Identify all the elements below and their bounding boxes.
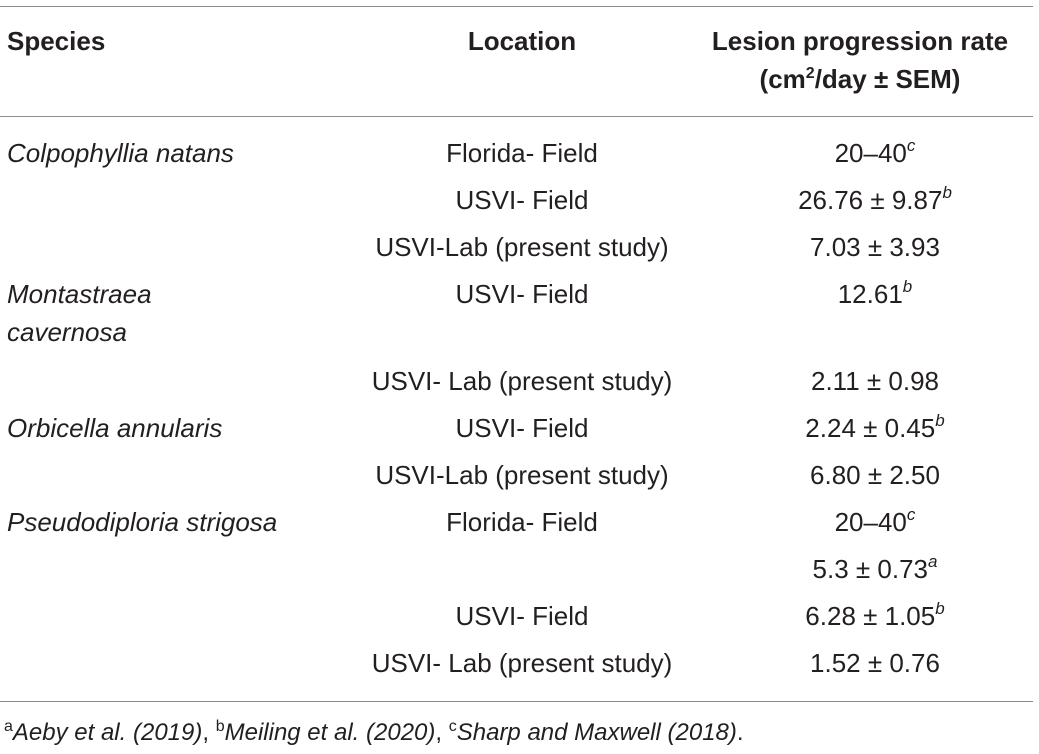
table-footnote: aAeby et al. (2019), bMeiling et al. (20… — [4, 716, 744, 750]
header-species: Species — [7, 26, 106, 56]
row-7-location: Florida- Field — [446, 507, 598, 537]
header-rate-line1: Lesion progression rate — [711, 26, 1009, 56]
row-0-species: Colpophyllia natans — [7, 138, 234, 168]
row-3-location: USVI- Field — [455, 279, 589, 309]
header-location: Location — [467, 26, 577, 56]
row-5-ref: b — [935, 411, 945, 430]
row-9-location: USVI- Field — [455, 601, 589, 631]
row-7-ref: c — [906, 505, 916, 524]
row-2-location: USVI-Lab (present study) — [375, 232, 669, 262]
row-5-rate: 2.24 ± 0.45b — [700, 409, 1039, 447]
row-10-location: USVI- Lab (present study) — [371, 648, 673, 678]
row-9-rate: 6.28 ± 1.05b — [700, 597, 1039, 635]
row-2-rate-value: 7.03 ± 3.93 — [810, 232, 940, 262]
table-top-rule — [0, 6, 1033, 7]
row-0-rate: 20–40c — [700, 134, 1039, 172]
row-0-ref: c — [906, 136, 916, 155]
row-6-location: USVI-Lab (present study) — [375, 460, 669, 490]
table-header-rule — [0, 116, 1033, 117]
row-1-rate: 26.76 ± 9.87b — [700, 181, 1039, 219]
row-4-location: USVI- Lab (present study) — [371, 366, 673, 396]
row-8-ref: a — [928, 552, 938, 571]
row-4-rate-value: 2.11 ± 0.98 — [811, 366, 939, 396]
footnote-mark-a: a — [4, 718, 13, 735]
row-3-species: Montastraea cavernosa — [7, 279, 152, 347]
footnote-citation-a: Aeby et al. (2019) — [12, 719, 203, 746]
header-rate-unit-post: /day ± SEM) — [814, 64, 961, 94]
row-8-rate-value: 5.3 ± 0.73 — [812, 554, 928, 584]
footnote-citation-b: Meiling et al. (2020) — [224, 719, 436, 746]
row-8-rate: 5.3 ± 0.73a — [700, 550, 1039, 588]
row-0-location: Florida- Field — [446, 138, 598, 168]
row-10-rate: 1.52 ± 0.76 — [700, 644, 1039, 682]
row-3-ref: b — [902, 277, 913, 296]
row-5-species: Orbicella annularis — [7, 413, 223, 443]
row-9-ref: b — [935, 599, 945, 618]
row-10-rate-value: 1.52 ± 0.76 — [810, 648, 940, 678]
row-5-location: USVI- Field — [455, 413, 589, 443]
row-6-rate: 6.80 ± 2.50 — [700, 456, 1039, 494]
row-3-rate: 12.61b — [700, 275, 1039, 313]
footnote-separator: , — [202, 719, 216, 746]
footnote-citation-c: Sharp and Maxwell (2018) — [456, 719, 737, 746]
row-5-rate-value: 2.24 ± 0.45 — [805, 413, 936, 443]
header-rate-unit-exp: 2 — [805, 65, 815, 82]
header-rate-line2: (cm2/day ± SEM) — [690, 60, 1030, 98]
row-7-rate-value: 20–40 — [834, 507, 907, 537]
footnote-separator: , — [435, 719, 449, 746]
footnote-mark-c: c — [448, 718, 457, 735]
row-1-rate-value: 26.76 ± 9.87 — [798, 185, 943, 215]
table-bottom-rule — [0, 701, 1033, 702]
row-6-rate-value: 6.80 ± 2.50 — [810, 460, 940, 490]
row-9-rate-value: 6.28 ± 1.05 — [805, 601, 936, 631]
row-7-rate: 20–40c — [700, 503, 1039, 541]
row-0-rate-value: 20–40 — [834, 138, 907, 168]
row-4-rate: 2.11 ± 0.98 — [700, 362, 1039, 400]
footnote-mark-b: b — [215, 718, 225, 735]
row-2-rate: 7.03 ± 3.93 — [700, 228, 1039, 266]
row-7-species: Pseudodiploria strigosa — [7, 507, 278, 537]
row-3-rate-value: 12.61 — [837, 279, 903, 309]
header-rate-unit-pre: (cm — [759, 64, 806, 94]
footnote-end: . — [736, 719, 744, 746]
header-lesion-rate: Lesion progression rate (cm2/day ± SEM) — [690, 22, 1030, 98]
row-1-ref: b — [942, 183, 952, 202]
row-1-location: USVI- Field — [455, 185, 589, 215]
